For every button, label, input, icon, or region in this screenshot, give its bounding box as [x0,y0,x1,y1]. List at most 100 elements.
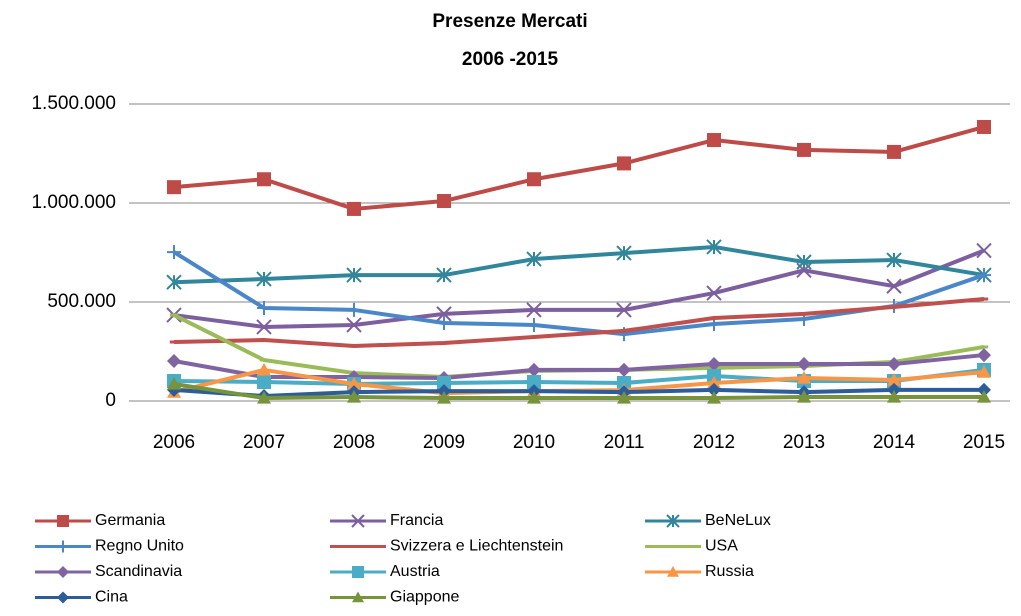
series-line [173,387,984,399]
marker [797,142,811,157]
marker [346,267,362,283]
marker [976,242,992,259]
marker [617,391,631,404]
marker [797,371,811,384]
legend-marker [352,566,364,578]
marker [346,317,362,333]
legend-label: Svizzera e Liechtenstein [390,538,563,555]
legend-marker [666,514,680,528]
marker [977,382,991,397]
legend-label: Regno Unito [95,538,184,555]
series [167,376,991,404]
marker [616,302,632,318]
marker [347,376,361,390]
marker [706,285,722,301]
x-tick-label: 2007 [243,432,285,453]
series-line [173,248,985,329]
series [166,239,992,290]
legend-label: Cina [95,589,128,606]
legend-item: Cina [35,589,128,606]
marker [527,317,541,332]
marker [977,348,991,363]
legend-item: Regno Unito [35,538,184,555]
x-tick-label: 2010 [513,432,555,453]
marker [796,254,812,270]
marker [617,362,631,377]
legend-label: Giappone [390,589,459,606]
marker [436,267,452,283]
x-tick-label: 2011 [604,432,645,453]
legend-label: BeNeLux [705,512,771,529]
marker [257,300,271,315]
marker [887,390,901,403]
legend-item: Svizzera e Liechtenstein [330,538,563,555]
marker [887,382,901,397]
legend-label: Scandinavia [95,563,182,580]
marker [437,315,451,330]
marker [437,375,451,390]
marker [977,268,991,283]
marker [527,374,541,389]
legend-item: USA [645,538,738,555]
marker [617,156,631,171]
legend-label: Germania [95,512,165,529]
legend-marker [352,591,364,603]
x-tick-label: 2013 [783,432,825,453]
marker [437,194,451,209]
series-line [173,244,985,285]
marker [167,245,181,260]
marker [166,274,182,290]
marker [256,271,272,287]
chart-subtitle: 2006 -2015 [462,49,559,70]
marker [887,144,901,159]
marker [707,375,721,389]
y-tick-label: 500.000 [47,291,116,312]
series [167,119,991,216]
marker [437,391,451,404]
marker [527,172,541,187]
y-tick-label: 1.500.000 [31,93,116,114]
series-line [173,297,985,348]
marker [707,356,721,371]
legend-marker [57,591,69,604]
marker [527,362,541,377]
marker [527,391,541,404]
marker [347,201,361,216]
marker [347,390,361,403]
marker [797,390,811,403]
legend-marker [667,566,679,577]
x-tick-label: 2009 [423,432,465,453]
marker [887,356,901,371]
x-tick-label: 2014 [873,432,916,453]
marker [167,180,181,195]
y-tick-label: 1.000.000 [31,192,116,213]
marker [707,382,721,397]
chart-title: Presenze Mercati [432,11,587,32]
series-line [173,125,985,211]
x-tick-label: 2006 [153,432,195,453]
legend-label: Russia [705,563,754,580]
marker [257,172,271,187]
marker [167,354,181,369]
series-line [173,381,984,401]
marker [257,391,271,404]
marker [886,252,902,268]
legend-marker [57,566,69,578]
marker [887,373,901,386]
marker [256,319,272,335]
marker [257,362,271,376]
marker [526,251,542,267]
marker [347,302,361,317]
marker [257,374,271,389]
legend-item: Austria [330,563,440,580]
legend-item: Francia [330,512,443,529]
legend-label: USA [705,538,738,555]
marker [977,390,991,403]
marker [977,119,991,134]
legend-item: Giappone [330,589,459,606]
marker [616,245,632,261]
y-tick-label: 0 [105,390,116,411]
x-tick-label: 2008 [333,432,375,453]
marker [707,391,721,404]
